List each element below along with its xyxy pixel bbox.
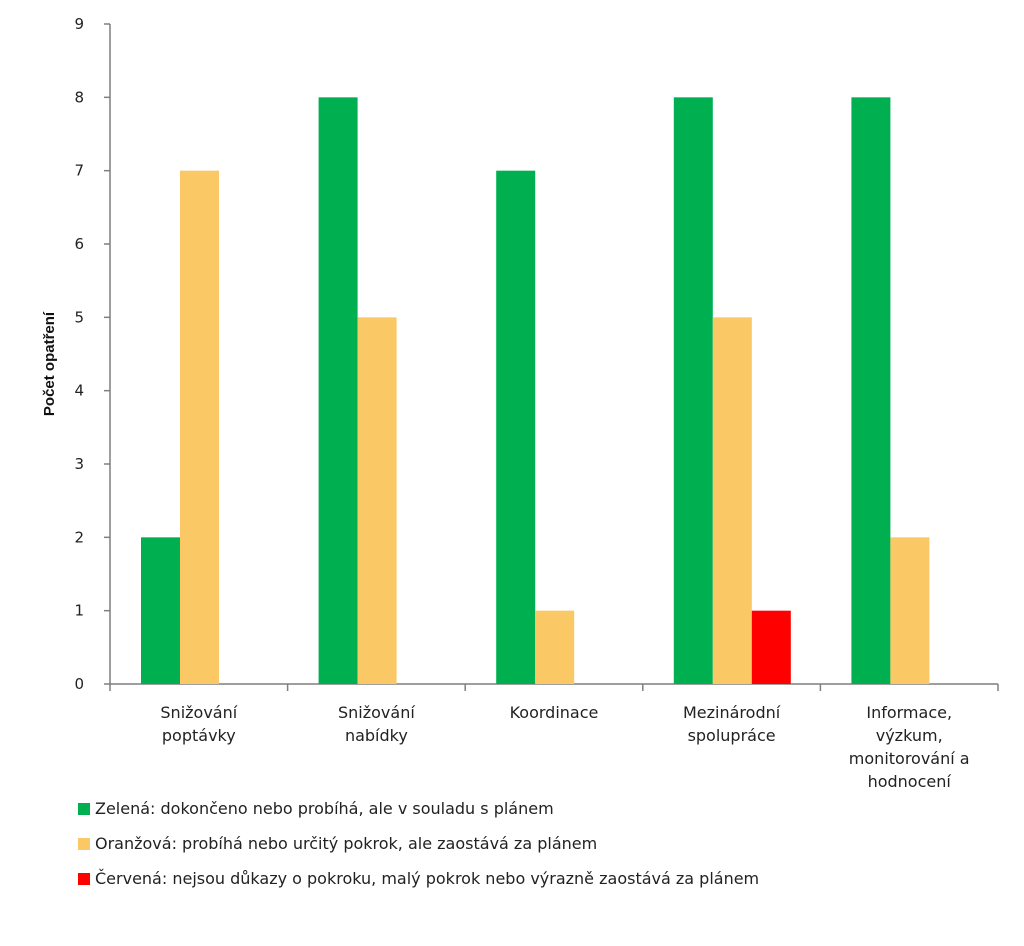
y-tick-label: 8: [74, 88, 84, 106]
x-category-label-line: výzkum,: [876, 726, 943, 745]
legend-swatch: [78, 803, 90, 815]
bar-orange-1: [357, 317, 397, 684]
y-axis-title: Počet opatření: [41, 311, 58, 416]
bar-red-3: [751, 610, 791, 684]
y-tick-label: 4: [74, 382, 84, 400]
legend-label: Červená: nejsou důkazy o pokroku, malý p…: [95, 869, 760, 888]
x-category-label-line: Informace,: [866, 703, 952, 722]
y-tick-label: 6: [74, 235, 84, 253]
legend: Zelená: dokončeno nebo probíhá, ale v so…: [78, 798, 978, 903]
x-category-label-line: Snižování: [338, 703, 415, 722]
legend-item-red: Červená: nejsou důkazy o pokroku, malý p…: [78, 868, 978, 889]
x-category-label-line: nabídky: [345, 726, 408, 745]
y-tick-label: 2: [74, 528, 84, 546]
x-category-label-line: Snižování: [160, 703, 237, 722]
bars: [141, 97, 930, 685]
bar-orange-3: [712, 317, 752, 684]
legend-item-green: Zelená: dokončeno nebo probíhá, ale v so…: [78, 798, 978, 819]
x-category-label: Snižování nabídky: [338, 703, 415, 745]
bar-green-0: [141, 537, 180, 684]
x-category-label: Koordinace: [510, 703, 599, 722]
x-category-label-line: poptávky: [162, 726, 236, 745]
y-tick-label: 1: [74, 602, 84, 620]
legend-label: Oranžová: probíhá nebo určitý pokrok, al…: [95, 834, 598, 853]
bar-chart: 0 1 2 3 4 5 6 7 8 9 Snižování poptávky Snižování nabí…: [41, 15, 999, 791]
legend-label: Zelená: dokončeno nebo probíhá, ale v so…: [95, 799, 554, 818]
bar-orange-0: [180, 170, 219, 684]
x-category-label-line: Mezinárodní: [683, 703, 781, 722]
axes: [104, 23, 999, 691]
x-category-label-line: monitorování a: [849, 749, 970, 768]
bar-green-2: [496, 170, 536, 684]
x-category-label-line: Koordinace: [510, 703, 599, 722]
x-category-label: Mezinárodní spolupráce: [683, 703, 781, 745]
y-tick-label: 7: [74, 162, 84, 180]
y-tick-label: 3: [74, 455, 84, 473]
x-category-label-line: spolupráce: [688, 726, 776, 745]
y-tick-label: 5: [74, 308, 84, 326]
x-category-label: Snižování poptávky: [160, 703, 237, 745]
legend-item-orange: Oranžová: probíhá nebo určitý pokrok, al…: [78, 833, 978, 854]
bar-green-3: [673, 97, 713, 685]
legend-swatch: [78, 838, 90, 850]
y-tick-label: 9: [74, 15, 84, 33]
x-category-label-line: hodnocení: [868, 772, 952, 791]
bar-green-1: [318, 97, 358, 685]
x-category-label: Informace, výzkum, monitorování a hodnocení: [849, 703, 970, 791]
labels: 0 1 2 3 4 5 6 7 8 9 Snižování poptávky Snižování nabí…: [41, 15, 970, 791]
bar-orange-2: [535, 610, 575, 684]
legend-swatch: [78, 873, 90, 885]
bar-green-4: [851, 97, 891, 685]
y-tick-label: 0: [74, 675, 84, 693]
bar-orange-4: [890, 537, 930, 684]
